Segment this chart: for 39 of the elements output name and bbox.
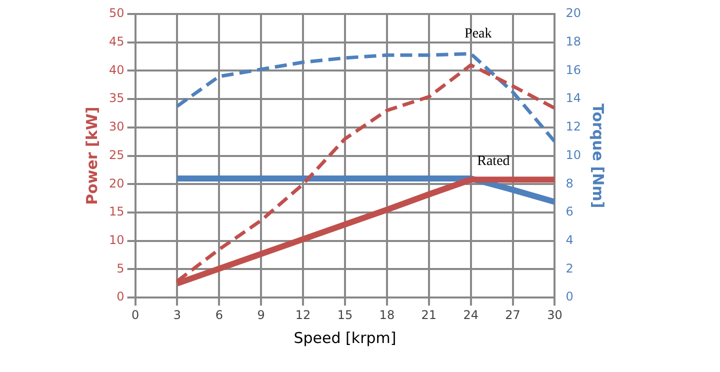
y2-tick-label: 6 — [566, 204, 574, 219]
y-tick-label: 10 — [108, 233, 124, 248]
y2-tick-label: 12 — [566, 120, 582, 134]
y-tick-label: 35 — [108, 91, 124, 106]
y2-tick-label: 20 — [566, 6, 582, 20]
y2-tick-label: 2 — [566, 261, 574, 276]
y-tick-label: 15 — [108, 204, 124, 219]
y2-tick-label: 10 — [566, 148, 582, 162]
y2-tick-label: 16 — [566, 62, 582, 77]
y2-axis-title: Torque [Nm] — [589, 103, 608, 208]
y-tick-label: 5 — [116, 261, 124, 276]
y-tick-label: 20 — [108, 176, 124, 190]
y2-tick-label: 14 — [566, 91, 582, 106]
y-tick-label: 30 — [108, 120, 124, 134]
y-tick-label: 45 — [108, 34, 124, 48]
x-tick-label: 30 — [547, 308, 562, 322]
x-tick-label: 6 — [215, 308, 223, 322]
annotation: Peak — [464, 26, 492, 42]
x-tick-label: 0 — [131, 308, 140, 322]
y2-tick-label: 18 — [566, 34, 582, 48]
x-tick-label: 12 — [295, 308, 311, 322]
y2-tick-label: 4 — [566, 233, 574, 248]
y-axis-title: Power [kW] — [82, 106, 101, 205]
x-tick-label: 9 — [257, 308, 265, 322]
x-tick-label: 15 — [337, 308, 353, 322]
annotation: Rated — [477, 154, 510, 170]
y2-tick-label: 8 — [566, 176, 574, 190]
y-tick-label: 50 — [108, 6, 124, 20]
line-series — [175, 52, 555, 144]
x-tick-label: 18 — [379, 308, 395, 322]
y-tick-label: 25 — [108, 148, 124, 162]
x-tick-label: 3 — [173, 308, 182, 322]
y-tick-label: 40 — [108, 62, 124, 77]
y-tick-label: 0 — [116, 290, 124, 304]
x-tick-label: 27 — [505, 308, 520, 322]
x-tick-label: 24 — [463, 308, 478, 322]
y2-tick-label: 0 — [566, 290, 574, 304]
x-tick-label: 21 — [421, 308, 437, 322]
x-axis-title: Speed [krpm] — [294, 328, 396, 347]
